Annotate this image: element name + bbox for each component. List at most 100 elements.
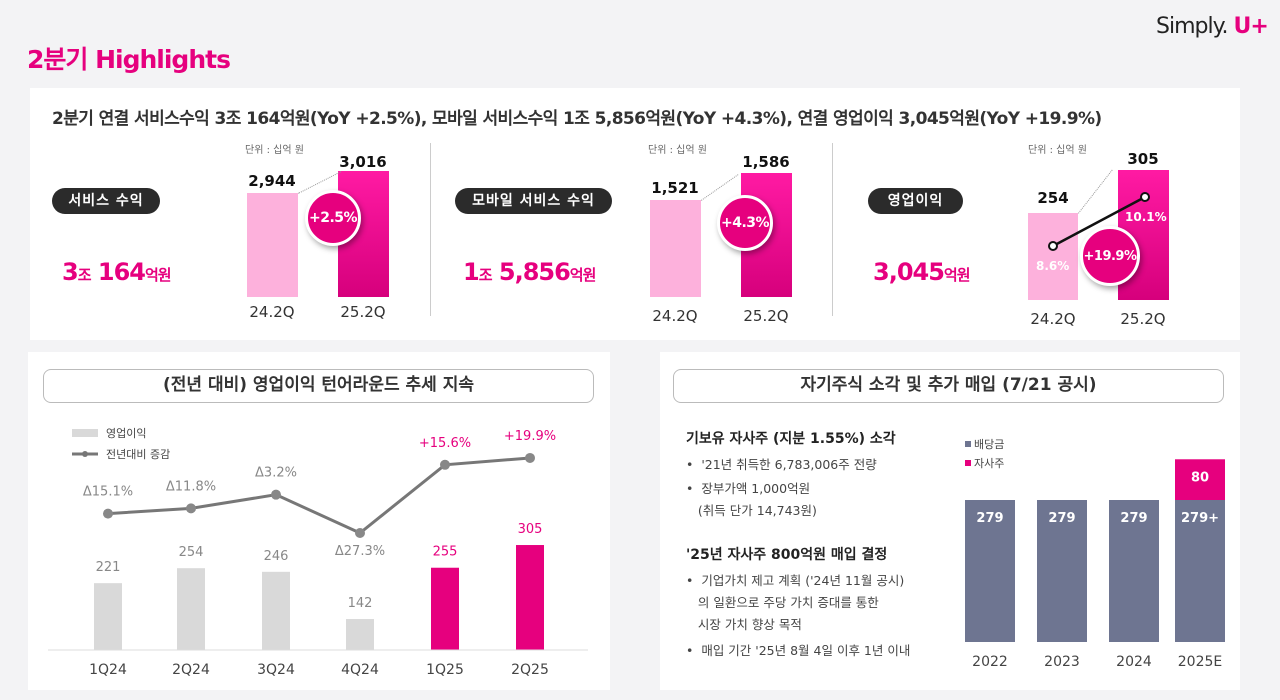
margin-line xyxy=(1048,192,1150,251)
page-title: 2분기 Highlights xyxy=(27,45,231,74)
bar-label: 279 xyxy=(1120,511,1147,526)
prev-value: 2,944 xyxy=(248,172,296,190)
bar-label: 279+ xyxy=(1181,511,1219,526)
bar-label: 279 xyxy=(976,511,1003,526)
operating-profit-pill: 영업이익 xyxy=(868,188,963,214)
bar xyxy=(94,583,122,650)
bar-label: 279 xyxy=(1048,511,1075,526)
bar-label: 255 xyxy=(433,545,458,560)
unit-note: 단위 : 십억 원 xyxy=(1028,145,1087,156)
prev-label: 24.2Q xyxy=(652,307,698,325)
bar-label: 142 xyxy=(348,596,373,611)
block1-item: • 장부가액 1,000억원 (취득 단가 14,743원) xyxy=(686,481,817,518)
prev-label: 24.2Q xyxy=(1030,310,1076,328)
block1-title: 기보유 자사주 (지분 1.55%) 소각 xyxy=(686,431,896,447)
yoy-point xyxy=(186,503,196,514)
category-label: 2023 xyxy=(1044,654,1080,670)
legend-bar-swatch xyxy=(72,429,98,437)
buyback-text: 기보유 자사주 (지분 1.55%) 소각 • '21년 취득한 6,783,0… xyxy=(686,428,946,662)
service-revenue-pill: 서비스 수익 xyxy=(52,188,160,214)
summary-headline: 2분기 연결 서비스수익 3조 164억원(YoY +2.5%), 모바일 서비… xyxy=(52,109,1102,129)
curr-value: 305 xyxy=(1127,150,1159,168)
prev-label: 24.2Q xyxy=(249,303,295,321)
trend-panel xyxy=(28,352,610,690)
yoy-point xyxy=(355,528,365,538)
curr-label: 25.2Q xyxy=(340,303,386,321)
bar-label: 246 xyxy=(264,549,289,564)
divider xyxy=(832,143,833,316)
bar-prev xyxy=(247,193,298,297)
growth-badge: +19.9% xyxy=(1080,226,1140,286)
legend-swatch xyxy=(965,441,971,447)
legend-label: 자사주 xyxy=(974,457,1004,470)
mobile-revenue-pill: 모바일 서비스 수익 xyxy=(455,188,612,214)
mobile-revenue-value: 1조 5,856억원 xyxy=(463,258,596,286)
yoy-label: Δ27.3% xyxy=(335,544,385,559)
legend-label: 영업이익 xyxy=(106,427,146,440)
category-label: 2022 xyxy=(972,654,1008,670)
yoy-point xyxy=(525,452,535,463)
legend-label: 배당금 xyxy=(974,438,1004,451)
bar xyxy=(346,619,374,650)
block2-item: • 매입 기간 '25년 8월 4일 이후 1년 이내 xyxy=(686,643,911,658)
legend-label: 전년대비 증감 xyxy=(106,448,170,461)
category-label: 2Q25 xyxy=(511,662,549,678)
yoy-label: Δ11.8% xyxy=(166,479,216,494)
service-revenue-value: 3조 164억원 xyxy=(62,258,172,286)
curr-label: 25.2Q xyxy=(1120,310,1166,328)
block2-title: '25년 자사주 800억원 매입 결정 xyxy=(686,547,888,563)
category-label: 1Q24 xyxy=(89,662,127,678)
logo: Simply. U+ xyxy=(1156,14,1269,39)
yoy-label: Δ15.1% xyxy=(83,485,133,500)
bar xyxy=(431,567,459,650)
yoy-point xyxy=(271,489,281,500)
unit-note: 단위 : 십억 원 xyxy=(245,145,304,156)
divider xyxy=(430,143,431,316)
bar xyxy=(516,545,544,650)
bar xyxy=(177,568,205,650)
bar-label: 80 xyxy=(1191,470,1209,485)
operating-profit-value: 3,045억원 xyxy=(873,258,971,286)
prev-margin: 8.6% xyxy=(1036,259,1070,273)
bar xyxy=(262,571,290,650)
yoy-point xyxy=(103,508,113,519)
category-label: 2024 xyxy=(1116,654,1152,670)
margin-point xyxy=(1140,192,1150,202)
bar-label: 305 xyxy=(518,522,543,537)
bar-segment xyxy=(1175,459,1225,500)
block1-item: • '21년 취득한 6,783,006주 전량 xyxy=(686,457,877,472)
curr-label: 25.2Q xyxy=(743,307,789,325)
block2-item: • 기업가치 제고 계획 ('24년 11월 공시) 의 일환으로 주당 가치 … xyxy=(686,573,905,632)
yoy-line xyxy=(107,456,531,535)
yoy-label: Δ3.2% xyxy=(255,466,297,481)
growth-badge: +4.3% xyxy=(717,195,773,251)
bar-segment xyxy=(1037,500,1087,642)
legend-swatch xyxy=(965,460,971,466)
bar-prev xyxy=(650,200,701,297)
curr-value: 3,016 xyxy=(339,153,387,171)
yoy-point xyxy=(440,459,450,470)
legend-line-marker xyxy=(82,451,88,457)
yoy-label: +19.9% xyxy=(504,429,556,444)
growth-badge: +2.5% xyxy=(305,190,361,246)
bar-segment xyxy=(1175,500,1225,642)
category-label: 2025E xyxy=(1178,654,1222,670)
category-label: 3Q24 xyxy=(257,662,295,678)
yoy-label: +15.6% xyxy=(419,436,471,451)
category-label: 4Q24 xyxy=(341,662,379,678)
curr-value: 1,586 xyxy=(742,153,790,171)
bar-segment xyxy=(1109,500,1159,642)
bar-prev xyxy=(1028,213,1078,300)
margin-point xyxy=(1048,241,1058,251)
bar-label: 254 xyxy=(179,545,204,560)
unit-note: 단위 : 십억 원 xyxy=(648,145,707,156)
curr-margin: 10.1% xyxy=(1125,210,1167,224)
trend-section-title: (전년 대비) 영업이익 턴어라운드 추세 지속 xyxy=(43,369,594,403)
bar-segment xyxy=(965,500,1015,642)
buyback-section-title: 자기주식 소각 및 추가 매입 (7/21 공시) xyxy=(673,369,1224,403)
category-label: 1Q25 xyxy=(426,662,464,678)
prev-value: 254 xyxy=(1037,189,1069,207)
prev-value: 1,521 xyxy=(651,179,699,197)
